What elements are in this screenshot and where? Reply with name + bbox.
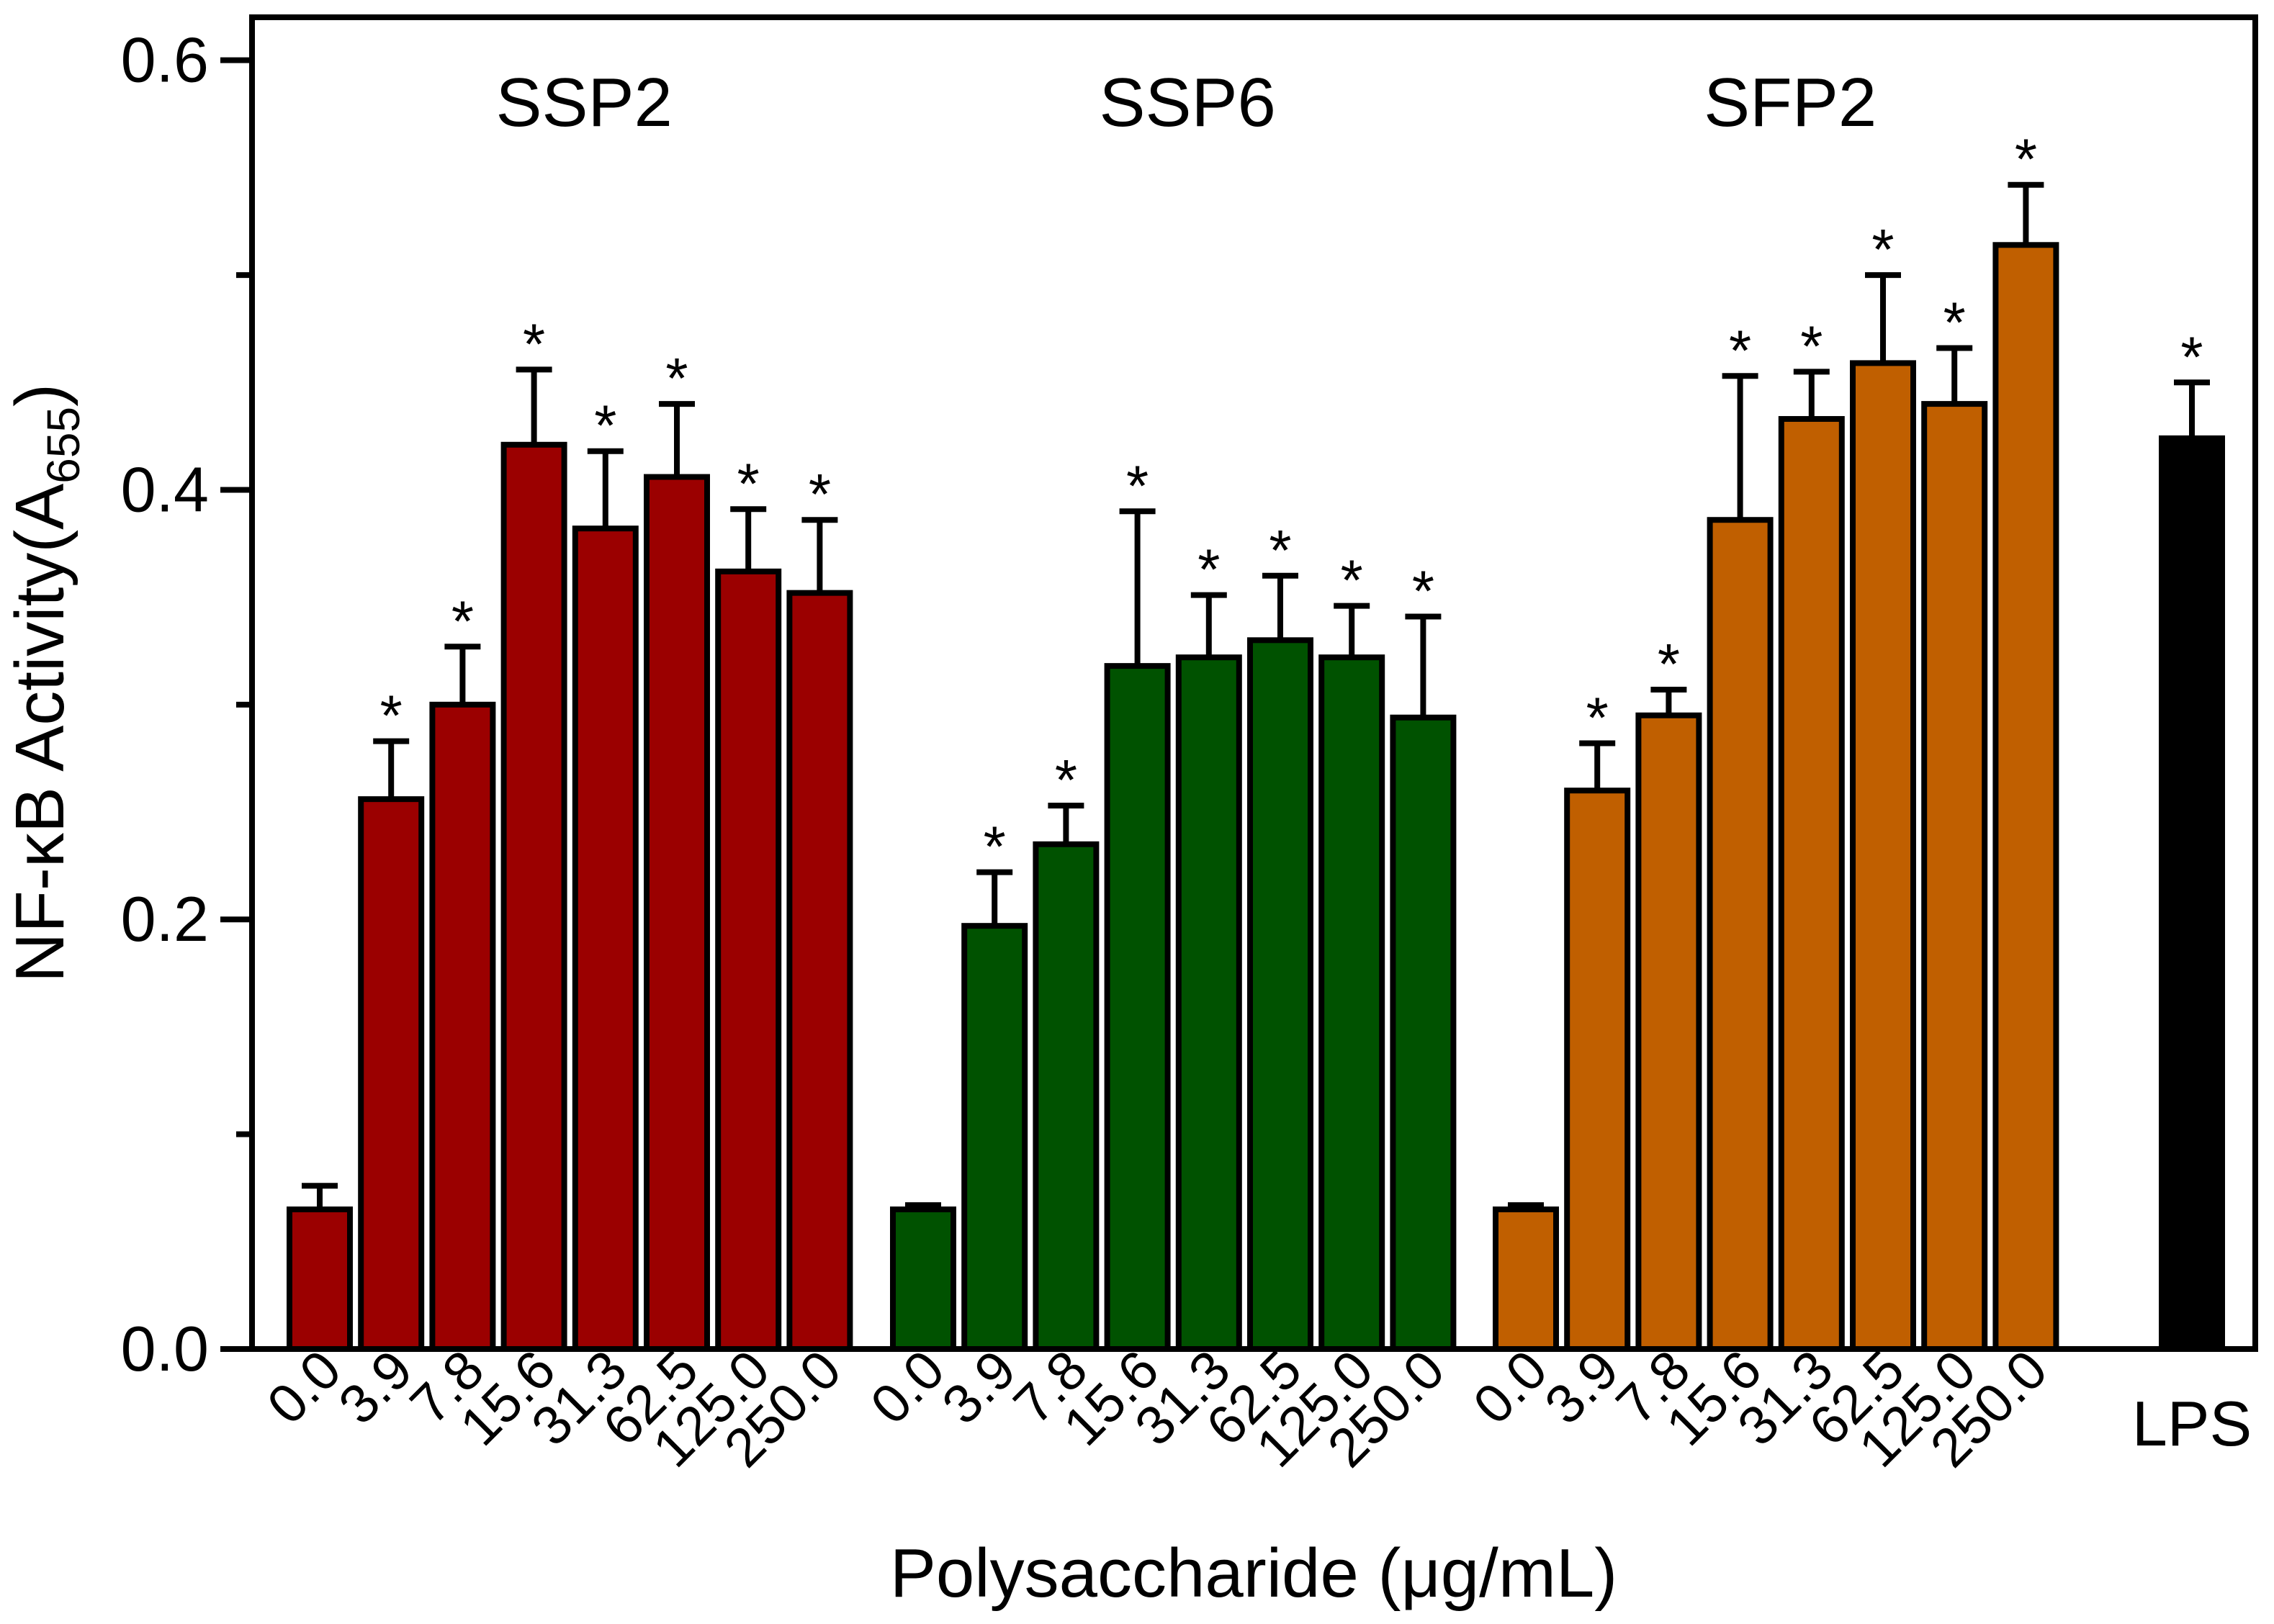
bar-ssp2-0-0: [287, 1206, 353, 1352]
significance-marker-ssp2-31-3: *: [594, 394, 616, 458]
y-tick-label-0-4: 0.4: [121, 454, 209, 525]
bar-ssp2-3-9: [358, 796, 425, 1352]
significance-markers-layer: * * * * * * * * * * * * * * * * * * * * * *: [380, 127, 2203, 879]
significance-marker-ssp2-15-6: *: [523, 312, 545, 376]
significance-marker-sfp2-3-9: *: [1586, 686, 1609, 750]
bar-ssp2-62-5: [644, 474, 710, 1353]
bar-ssp2-125-0: [715, 568, 782, 1352]
error-bar-sfp2-7-8: [1650, 686, 1687, 716]
bar-ssp6-15-6: [1104, 663, 1171, 1352]
significance-marker-ssp2-7-8: *: [451, 589, 474, 653]
plot-frame: [249, 14, 2258, 1352]
error-bar-ssp2-62-5: [659, 401, 695, 477]
bar-sfp2-31-3: [1778, 415, 1845, 1352]
bar-sfp2-250-0: [1992, 242, 2059, 1353]
group-label-ssp6: SSP6: [1099, 64, 1275, 141]
bar-ssp6-3-9: [961, 923, 1028, 1352]
significance-marker-sfp2-125-0: *: [1943, 291, 1966, 355]
bar-ssp6-125-0: [1318, 654, 1385, 1352]
error-bar-ssp2-3-9: [373, 738, 410, 800]
significance-marker-ssp2-3-9: *: [380, 684, 403, 748]
significance-marker-ssp2-250-0: *: [809, 462, 831, 526]
error-bar-ssp6-0-0: [905, 1202, 941, 1210]
significance-marker-ssp6-62-5: *: [1269, 518, 1291, 582]
error-bar-ssp6-7-8: [1048, 803, 1084, 844]
error-bar-ssp2-125-0: [730, 506, 767, 572]
error-bar-ssp2-0-0: [302, 1183, 338, 1210]
bar-sfp2-125-0: [1921, 401, 1988, 1352]
y-tick-label-0-2: 0.2: [121, 883, 209, 955]
error-bar-sfp2-0-0: [1508, 1202, 1544, 1210]
error-bar-lps: [2174, 379, 2210, 438]
y-axis-label: NF-κB Activity(A655): [1, 384, 89, 983]
significance-marker-sfp2-62-5: *: [1871, 217, 1894, 281]
bar-sfp2-62-5: [1850, 360, 1916, 1353]
error-bar-sfp2-250-0: [2008, 181, 2044, 245]
bar-sfp2-3-9: [1564, 788, 1631, 1353]
x-tick-label-lps: LPS: [2132, 1388, 2252, 1459]
y-tick-label-0-6: 0.6: [121, 24, 209, 96]
significance-marker-ssp2-62-5: *: [665, 346, 688, 410]
significance-marker-sfp2-15-6: *: [1729, 318, 1751, 382]
error-bar-ssp6-125-0: [1334, 603, 1370, 658]
error-bar-sfp2-31-3: [1793, 369, 1830, 419]
error-bar-ssp6-62-5: [1262, 572, 1298, 641]
bar-sfp2-0-0: [1493, 1206, 1559, 1352]
significance-marker-ssp6-250-0: *: [1412, 559, 1434, 623]
bar-ssp2-250-0: [786, 590, 853, 1353]
error-bar-sfp2-15-6: [1722, 373, 1758, 520]
error-bar-ssp2-31-3: [587, 448, 624, 529]
bar-lps: [2159, 435, 2225, 1352]
significance-marker-sfp2-250-0: *: [2015, 127, 2037, 191]
error-bar-ssp2-7-8: [444, 644, 481, 705]
bar-sfp2-15-6: [1707, 517, 1774, 1352]
error-bar-ssp6-250-0: [1405, 613, 1442, 718]
significance-marker-sfp2-31-3: *: [1800, 314, 1823, 378]
bar-ssp2-15-6: [500, 441, 567, 1353]
significance-marker-ssp6-15-6: *: [1126, 454, 1149, 518]
error-bar-ssp6-3-9: [976, 869, 1013, 926]
bar-ssp6-62-5: [1247, 637, 1313, 1352]
bar-ssp2-31-3: [572, 525, 639, 1353]
group-label-sfp2: SFP2: [1704, 64, 1877, 141]
y-axis: 0.0 0.2 0.4 0.6: [121, 24, 252, 1384]
group-labels-layer: SSP2 SSP6 SFP2: [495, 64, 1877, 141]
error-bar-ssp6-15-6: [1119, 508, 1156, 667]
error-bars-layer: [302, 181, 2210, 1210]
error-bar-sfp2-3-9: [1579, 740, 1616, 791]
significance-marker-ssp6-7-8: *: [1055, 748, 1077, 812]
bar-ssp6-7-8: [1033, 841, 1100, 1352]
significance-marker-lps: *: [2180, 325, 2203, 389]
significance-marker-ssp6-125-0: *: [1341, 549, 1363, 613]
bar-ssp2-7-8: [429, 701, 496, 1352]
error-bar-ssp6-31-3: [1190, 592, 1227, 658]
bar-ssp6-31-3: [1175, 654, 1242, 1352]
bar-ssp6-250-0: [1390, 714, 1457, 1352]
bars-layer: [287, 242, 2225, 1353]
significance-marker-sfp2-7-8: *: [1658, 632, 1680, 696]
bar-ssp6-0-0: [890, 1206, 956, 1352]
x-axis-label: Polysaccharide (μg/mL): [890, 1535, 1617, 1612]
significance-marker-ssp6-31-3: *: [1197, 538, 1220, 602]
error-bar-ssp2-250-0: [801, 517, 838, 593]
error-bar-sfp2-125-0: [1936, 345, 1973, 405]
bar-sfp2-7-8: [1635, 712, 1702, 1352]
significance-marker-ssp2-125-0: *: [737, 451, 760, 515]
error-bar-ssp2-15-6: [516, 366, 552, 445]
significance-marker-ssp6-3-9: *: [984, 815, 1006, 879]
group-label-ssp2: SSP2: [495, 64, 672, 141]
y-tick-label-0-0: 0.0: [121, 1313, 209, 1384]
error-bar-sfp2-62-5: [1865, 272, 1901, 364]
